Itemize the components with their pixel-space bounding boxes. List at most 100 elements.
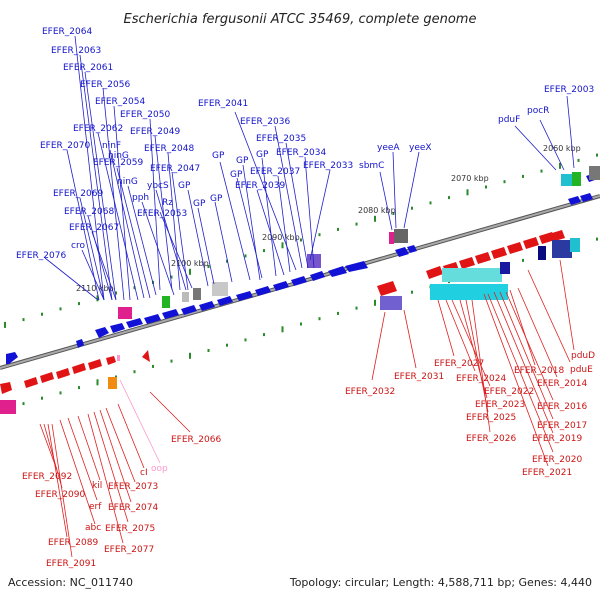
scale-tick xyxy=(133,370,136,374)
scale-tick xyxy=(374,215,376,222)
gene-arrow xyxy=(72,363,86,374)
feature-blocks xyxy=(0,166,600,414)
scale-tick xyxy=(448,196,450,200)
gene-label: EFER_2019 xyxy=(532,434,582,444)
gene-label: GP xyxy=(210,194,223,204)
gene-arrow xyxy=(568,196,581,205)
scale-tick xyxy=(170,359,173,363)
scale-tick xyxy=(429,201,432,205)
scale-tick xyxy=(133,286,136,290)
gene-label: EFER_2059 xyxy=(93,158,143,168)
gene-arrow xyxy=(0,382,12,394)
scale-tick xyxy=(300,322,302,326)
gene-label: EFER_2023 xyxy=(475,400,525,410)
feature-block xyxy=(442,268,502,282)
genome-summary: Topology: circular; Length: 4,588,711 bp… xyxy=(289,576,592,589)
gene-label: Rz xyxy=(162,198,173,208)
feature-block xyxy=(561,174,573,186)
feature-block xyxy=(117,355,120,361)
gene-label: EFER_2034 xyxy=(276,148,326,158)
gene-label: GP xyxy=(178,181,191,191)
gene-label: EFER_2027 xyxy=(434,359,484,369)
scale-tick xyxy=(577,158,580,162)
oop-leader-line xyxy=(119,379,161,464)
gene-arrow xyxy=(142,350,150,362)
gene-arrow xyxy=(328,266,347,277)
gene-arrow xyxy=(217,296,233,306)
scale-tick xyxy=(41,312,43,316)
bottom-leader-lines-left xyxy=(39,403,145,558)
scale-tick xyxy=(115,291,117,295)
feature-block xyxy=(538,246,546,260)
top-leader-lines xyxy=(44,35,575,301)
gene-label: ninF xyxy=(102,141,121,151)
scale-label: 2110 kbp xyxy=(76,284,114,293)
gene-label: EFER_2067 xyxy=(69,223,119,233)
gene-label: EFER_2076 xyxy=(16,251,66,261)
scale-tick xyxy=(4,321,6,328)
scale-tick xyxy=(337,227,339,231)
scale-labels: 2060 kbp 2070 kbp 2080 kbp 2090 kbp 2100… xyxy=(76,144,581,293)
gene-arrow xyxy=(199,301,215,311)
gene-label: pduF xyxy=(498,115,520,125)
gene-label: EFER_2022 xyxy=(484,387,534,397)
gene-label: EFER_2073 xyxy=(108,482,158,492)
gene-label: EFER_2041 xyxy=(198,99,248,109)
gene-label: EFER_2035 xyxy=(256,134,306,144)
scale-tick xyxy=(152,364,154,368)
scale-tick xyxy=(281,242,284,249)
scale-tick xyxy=(300,238,302,242)
gene-label: ninG xyxy=(117,177,138,187)
feature-block xyxy=(212,282,228,296)
gene-label: GP xyxy=(236,156,249,166)
bottom-gene-labels: EFER_2032 EFER_2031 EFER_2027 EFER_2024 … xyxy=(22,351,595,569)
gene-label: GP xyxy=(212,151,225,161)
gene-arrow xyxy=(345,261,368,272)
scale-tick xyxy=(226,259,228,263)
gene-label: EFER_2061 xyxy=(63,63,113,73)
gene-arrow xyxy=(56,368,70,379)
gene-label: oop xyxy=(151,464,168,474)
gene-arrow xyxy=(507,242,523,254)
scale-label: 2070 kbp xyxy=(451,174,489,183)
gene-label: ybcS xyxy=(147,181,169,191)
scale-tick xyxy=(78,386,80,390)
gene-arrow xyxy=(88,359,102,370)
bottom-leader-lines xyxy=(149,259,575,467)
gene-label: EFER_2018 xyxy=(514,366,564,376)
gene-label: EFER_2014 xyxy=(537,379,587,389)
gene-label: EFER_2032 xyxy=(345,387,395,397)
gene-arrow xyxy=(95,327,109,338)
gene-arrow xyxy=(236,291,253,301)
gene-label: EFER_2064 xyxy=(42,27,92,37)
forward-strand-genes xyxy=(6,174,595,364)
scale-tick xyxy=(281,326,284,333)
scale-tick xyxy=(318,317,321,321)
gene-label: abc xyxy=(85,523,101,533)
gene-label: EFER_2039 xyxy=(235,181,285,191)
gene-label: EFER_2016 xyxy=(537,402,587,412)
gene-label: EFER_2075 xyxy=(105,524,155,534)
scale-tick xyxy=(503,180,506,184)
gene-arrow xyxy=(181,305,197,315)
gene-arrow xyxy=(459,257,475,269)
scale-tick xyxy=(374,299,376,306)
gene-arrow xyxy=(539,232,555,244)
gene-label: EFER_2037 xyxy=(250,167,300,177)
gene-arrow xyxy=(310,271,325,281)
gene-label: EFER_2049 xyxy=(130,127,180,137)
gene-label: EFER_2026 xyxy=(466,434,516,444)
scale-tick xyxy=(337,311,339,315)
gene-arrow xyxy=(580,193,593,202)
gene-label: EFER_2054 xyxy=(95,97,145,107)
gene-arrow xyxy=(291,276,307,286)
gene-label: pduD xyxy=(571,351,595,361)
scale-tick xyxy=(207,349,210,352)
feature-block xyxy=(108,377,117,389)
gene-label: EFER_2070 xyxy=(40,141,90,151)
gene-label: EFER_2056 xyxy=(80,80,130,90)
gene-label: EFER_2063 xyxy=(51,46,101,56)
scale-tick xyxy=(411,206,413,210)
reverse-strand-genes xyxy=(0,230,565,394)
